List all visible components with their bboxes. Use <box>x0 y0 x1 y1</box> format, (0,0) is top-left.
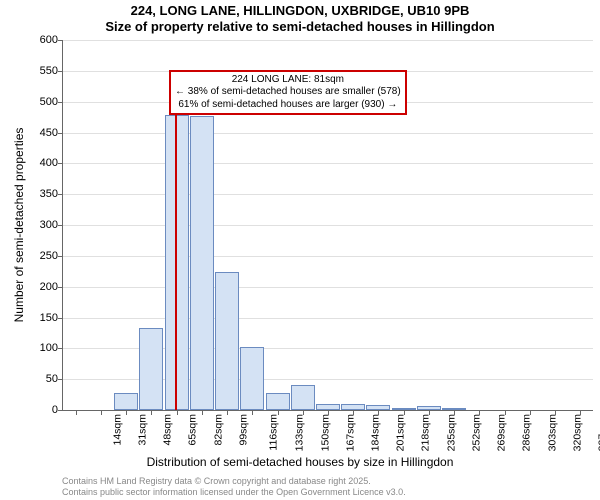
gridline-h <box>63 318 593 319</box>
ytick-label: 600 <box>18 34 58 46</box>
xtick-label: 48sqm <box>162 414 174 446</box>
gridline-h <box>63 40 593 41</box>
footer-line2: Contains public sector information licen… <box>62 487 592 498</box>
xtick-mark <box>555 410 556 415</box>
xtick-label: 116sqm <box>268 414 280 451</box>
xtick-mark <box>530 410 531 415</box>
ytick-mark <box>58 410 63 411</box>
ytick-mark <box>58 318 63 319</box>
xtick-mark <box>202 410 203 415</box>
chart-container: 224, LONG LANE, HILLINGDON, UXBRIDGE, UB… <box>0 0 600 500</box>
ytick-label: 550 <box>18 65 58 77</box>
ytick-mark <box>58 133 63 134</box>
annotation-line1: 224 LONG LANE: 81sqm <box>175 74 401 87</box>
xtick-mark <box>303 410 304 415</box>
annotation-box: 224 LONG LANE: 81sqm← 38% of semi-detach… <box>169 70 407 116</box>
xtick-mark <box>126 410 127 415</box>
xtick-label: 184sqm <box>369 414 381 451</box>
annotation-line3: 61% of semi-detached houses are larger (… <box>175 99 401 112</box>
xtick-mark <box>76 410 77 415</box>
ytick-label: 100 <box>18 342 58 354</box>
xtick-label: 65sqm <box>187 414 199 446</box>
xtick-label: 218sqm <box>420 414 432 451</box>
gridline-h <box>63 287 593 288</box>
ytick-mark <box>58 40 63 41</box>
ytick-label: 50 <box>18 373 58 385</box>
chart-title-line1: 224, LONG LANE, HILLINGDON, UXBRIDGE, UB… <box>0 3 600 18</box>
xtick-label: 269sqm <box>496 414 508 451</box>
gridline-h <box>63 194 593 195</box>
xtick-mark <box>227 410 228 415</box>
xtick-mark <box>101 410 102 415</box>
xtick-label: 167sqm <box>344 414 356 451</box>
xtick-label: 82sqm <box>212 414 224 446</box>
xtick-mark <box>328 410 329 415</box>
annotation-line2: ← 38% of semi-detached houses are smalle… <box>175 86 401 99</box>
x-axis-label: Distribution of semi-detached houses by … <box>0 455 600 469</box>
ytick-mark <box>58 102 63 103</box>
xtick-mark <box>151 410 152 415</box>
ytick-label: 400 <box>18 157 58 169</box>
xtick-mark <box>278 410 279 415</box>
chart-title-line2: Size of property relative to semi-detach… <box>0 19 600 34</box>
histogram-bar <box>139 328 163 410</box>
xtick-label: 99sqm <box>237 414 249 446</box>
xtick-mark <box>454 410 455 415</box>
histogram-bar <box>266 393 290 410</box>
plot-area: 224 LONG LANE: 81sqm← 38% of semi-detach… <box>62 40 593 411</box>
xtick-label: 337sqm <box>597 414 600 451</box>
xtick-label: 303sqm <box>546 414 558 451</box>
ytick-label: 300 <box>18 219 58 231</box>
ytick-mark <box>58 71 63 72</box>
xtick-label: 286sqm <box>521 414 533 451</box>
reference-line <box>175 81 177 410</box>
footer-line1: Contains HM Land Registry data © Crown c… <box>62 476 592 487</box>
xtick-mark <box>429 410 430 415</box>
xtick-label: 14sqm <box>111 414 123 446</box>
ytick-label: 150 <box>18 312 58 324</box>
xtick-label: 133sqm <box>294 414 306 451</box>
ytick-mark <box>58 348 63 349</box>
xtick-mark <box>404 410 405 415</box>
ytick-mark <box>58 287 63 288</box>
xtick-mark <box>353 410 354 415</box>
xtick-label: 31sqm <box>136 414 148 446</box>
histogram-bar <box>114 393 138 410</box>
ytick-mark <box>58 163 63 164</box>
xtick-label: 252sqm <box>470 414 482 451</box>
gridline-h <box>63 225 593 226</box>
xtick-mark <box>252 410 253 415</box>
histogram-bar <box>215 272 239 410</box>
ytick-label: 0 <box>18 404 58 416</box>
histogram-bar <box>240 347 264 410</box>
ytick-label: 500 <box>18 96 58 108</box>
histogram-bar <box>291 385 315 410</box>
xtick-label: 320sqm <box>571 414 583 451</box>
ytick-label: 250 <box>18 250 58 262</box>
xtick-mark <box>378 410 379 415</box>
xtick-label: 150sqm <box>319 414 331 451</box>
xtick-mark <box>479 410 480 415</box>
ytick-label: 200 <box>18 281 58 293</box>
gridline-h <box>63 133 593 134</box>
ytick-mark <box>58 379 63 380</box>
xtick-mark <box>177 410 178 415</box>
ytick-mark <box>58 194 63 195</box>
xtick-mark <box>505 410 506 415</box>
xtick-mark <box>580 410 581 415</box>
ytick-mark <box>58 256 63 257</box>
gridline-h <box>63 256 593 257</box>
histogram-bar <box>190 116 214 410</box>
ytick-label: 450 <box>18 127 58 139</box>
gridline-h <box>63 163 593 164</box>
xtick-label: 201sqm <box>395 414 407 451</box>
xtick-label: 235sqm <box>445 414 457 451</box>
ytick-label: 350 <box>18 188 58 200</box>
ytick-mark <box>58 225 63 226</box>
